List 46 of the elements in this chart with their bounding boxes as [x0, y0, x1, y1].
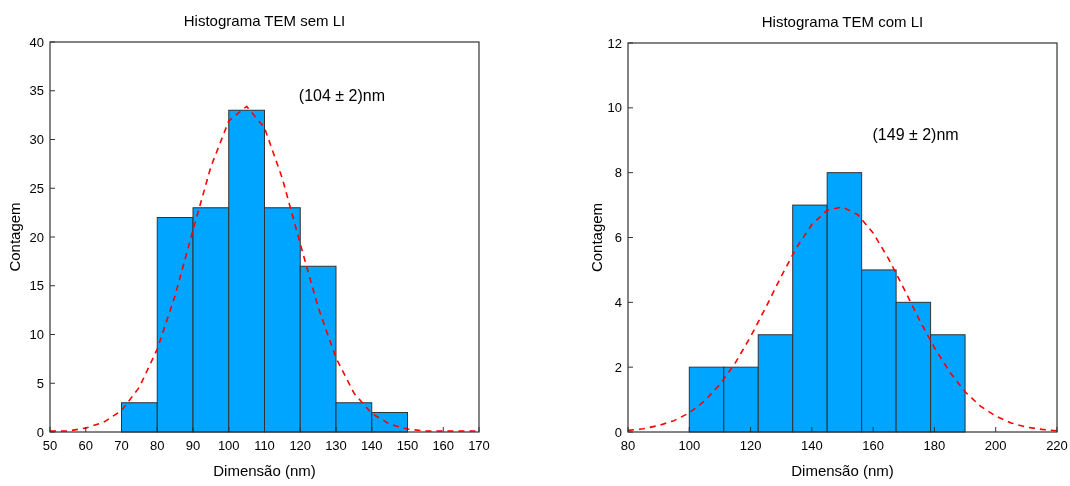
y-tick-label: 10 [29, 327, 44, 342]
y-tick-label: 40 [29, 34, 44, 50]
x-axis-title: Dimensão (nm) [213, 462, 316, 479]
x-tick-label: 70 [114, 438, 129, 453]
y-tick-label: 0 [614, 424, 622, 440]
annotation: (104 ± 2)nm [298, 86, 385, 104]
x-tick-label: 140 [360, 438, 383, 453]
x-tick-label: 120 [289, 438, 312, 453]
x-tick-label: 90 [185, 438, 201, 453]
annotation: (149 ± 2)nm [872, 126, 959, 144]
x-tick-label: 180 [923, 438, 946, 453]
y-tick-label: 30 [29, 132, 44, 147]
x-tick-label: 120 [739, 438, 762, 453]
chart-title: Histograma TEM com LI [761, 13, 924, 30]
x-tick-label: 100 [217, 438, 240, 453]
y-tick-label: 20 [29, 229, 44, 245]
y-axis-title: Contagem [6, 202, 23, 272]
x-tick-label: 150 [396, 438, 419, 453]
y-tick-label: 12 [607, 35, 622, 51]
y-tick-label: 15 [29, 278, 44, 294]
y-tick-label: 5 [36, 375, 44, 391]
x-tick-label: 100 [678, 438, 701, 453]
y-axis-title: Contagem [588, 202, 605, 273]
x-tick-label: 220 [1046, 438, 1068, 453]
x-tick-label: 160 [432, 438, 455, 453]
y-tick-label: 35 [29, 83, 44, 99]
x-tick-label: 160 [862, 438, 884, 453]
x-tick-label: 80 [620, 438, 636, 453]
x-tick-label: 80 [150, 438, 165, 453]
y-tick-label: 10 [607, 100, 622, 116]
x-axis-title: Dimensão (nm) [791, 462, 894, 479]
y-tick-label: 2 [614, 359, 622, 375]
x-tick-label: 200 [984, 438, 1007, 453]
y-tick-label: 0 [36, 424, 44, 440]
line-series [627, 206, 1058, 432]
chart-title: Histograma TEM sem LI [183, 12, 346, 29]
x-tick-label: 60 [78, 438, 93, 453]
y-tick-label: 8 [614, 165, 622, 181]
y-tick-label: 6 [614, 230, 622, 245]
x-tick-label: 50 [42, 438, 58, 453]
x-tick-label: 170 [468, 438, 490, 453]
x-tick-label: 110 [254, 438, 275, 453]
y-tick-label: 4 [614, 294, 622, 310]
x-tick-label: 130 [325, 438, 347, 453]
x-tick-label: 140 [801, 438, 823, 453]
y-tick-label: 25 [29, 180, 44, 196]
